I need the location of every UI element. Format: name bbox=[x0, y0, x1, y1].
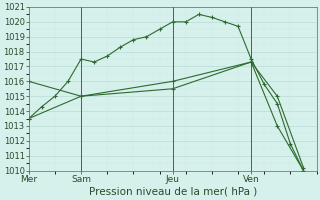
X-axis label: Pression niveau de la mer( hPa ): Pression niveau de la mer( hPa ) bbox=[89, 187, 257, 197]
